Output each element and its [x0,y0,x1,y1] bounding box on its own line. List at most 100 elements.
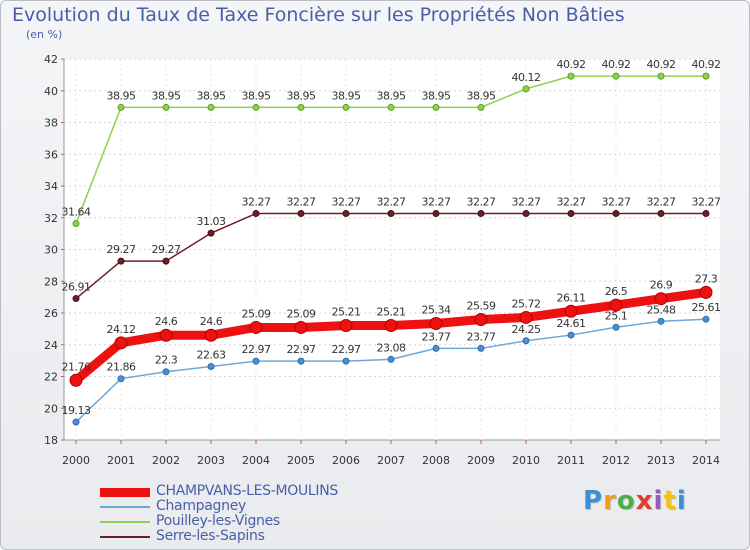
data-label-pouilley-les-vignes: 31.64 [62,205,91,218]
data-point-champvans-les-moulins [609,298,623,312]
data-label-champagney: 21.86 [107,361,136,374]
data-label-pouilley-les-vignes: 40.12 [512,71,541,84]
data-label-pouilley-les-vignes: 38.95 [197,89,226,102]
data-label-serre-les-sapins: 32.27 [647,195,676,208]
data-label-champvans-les-moulins: 27.3 [695,272,718,285]
data-point-champvans-les-moulins [384,319,398,333]
data-point-champvans-les-moulins [294,320,308,334]
data-label-serre-les-sapins: 32.27 [467,195,496,208]
data-point-champagney [342,357,350,365]
y-tick-label: 24 [44,339,58,352]
data-point-champvans-les-moulins [204,328,218,342]
data-label-pouilley-les-vignes: 38.95 [467,89,496,102]
data-point-champagney [657,317,665,325]
x-tick-label: 2006 [332,454,360,467]
data-label-champagney: 23.77 [467,330,496,343]
data-label-champagney: 25.48 [647,303,676,316]
data-label-champagney: 23.77 [422,330,451,343]
data-point-champvans-les-moulins [69,373,83,387]
data-label-champvans-les-moulins: 25.09 [287,307,316,320]
data-point-champvans-les-moulins [519,310,533,324]
data-point-champagney [522,337,530,345]
data-label-champvans-les-moulins: 26.9 [650,279,673,292]
data-label-champvans-les-moulins: 25.21 [332,306,361,319]
data-point-champvans-les-moulins [564,304,578,318]
legend-label: CHAMPVANS-LES-MOULINS [156,483,338,499]
data-point-pouilley-les-vignes [477,103,485,111]
data-point-serre-les-sapins [207,229,215,237]
data-label-pouilley-les-vignes: 40.92 [692,58,721,71]
data-point-serre-les-sapins [612,209,620,217]
legend-swatch [100,521,150,523]
data-label-pouilley-les-vignes: 40.92 [647,58,676,71]
data-label-serre-les-sapins: 32.27 [557,195,586,208]
y-tick-label: 22 [44,371,58,384]
data-point-serre-les-sapins [117,257,125,265]
data-point-champagney [477,344,485,352]
y-tick-label: 30 [44,244,58,257]
data-label-champvans-les-moulins: 24.6 [155,315,178,328]
data-label-champagney: 22.97 [332,343,361,356]
legend-label: Champagney [156,498,246,514]
data-point-champvans-les-moulins [429,316,443,330]
data-point-champvans-les-moulins [654,292,668,306]
legend-swatch [100,488,150,497]
data-label-pouilley-les-vignes: 38.95 [242,89,271,102]
data-label-champvans-les-moulins: 25.34 [422,303,451,316]
x-tick-label: 2009 [467,454,495,467]
data-label-champvans-les-moulins: 25.59 [467,300,496,313]
data-label-serre-les-sapins: 32.27 [377,195,406,208]
data-label-serre-les-sapins: 32.27 [287,195,316,208]
x-tick-label: 2010 [512,454,540,467]
data-label-serre-les-sapins: 32.27 [602,195,631,208]
data-label-champagney: 19.13 [62,404,91,417]
data-point-champvans-les-moulins [339,319,353,333]
data-label-champvans-les-moulins: 21.76 [62,360,91,373]
data-label-champagney: 22.63 [197,348,226,361]
data-point-serre-les-sapins [162,257,170,265]
data-point-champvans-les-moulins [699,285,713,299]
data-point-champagney [117,375,125,383]
x-tick-label: 2003 [197,454,225,467]
data-point-pouilley-les-vignes [387,103,395,111]
data-label-pouilley-les-vignes: 40.92 [602,58,631,71]
data-point-serre-les-sapins [477,209,485,217]
x-tick-label: 2014 [692,454,720,467]
proxiti-logo: Proxiti [583,486,687,516]
x-tick-label: 2002 [152,454,180,467]
data-label-serre-les-sapins: 29.27 [107,243,136,256]
data-label-pouilley-les-vignes: 38.95 [152,89,181,102]
y-tick-label: 38 [44,117,58,130]
x-tick-label: 2007 [377,454,405,467]
data-label-serre-les-sapins: 32.27 [332,195,361,208]
data-point-champvans-les-moulins [249,320,263,334]
data-label-champagney: 25.1 [605,309,628,322]
data-label-champagney: 23.08 [377,341,406,354]
data-point-serre-les-sapins [297,209,305,217]
y-tick-label: 34 [44,180,58,193]
y-tick-label: 26 [44,307,58,320]
data-label-champagney: 24.61 [557,317,586,330]
data-point-champvans-les-moulins [114,336,128,350]
data-point-pouilley-les-vignes [432,103,440,111]
legend-swatch [100,506,150,508]
x-tick-label: 2001 [107,454,135,467]
data-label-champagney: 22.97 [242,343,271,356]
y-tick-label: 32 [44,212,58,225]
data-label-pouilley-les-vignes: 38.95 [422,89,451,102]
data-point-pouilley-les-vignes [567,72,575,80]
data-label-serre-les-sapins: 31.03 [197,215,226,228]
data-point-champagney [612,323,620,331]
data-label-champvans-les-moulins: 25.21 [377,306,406,319]
data-point-serre-les-sapins [432,209,440,217]
data-point-pouilley-les-vignes [522,85,530,93]
y-tick-label: 18 [44,434,58,447]
data-point-champvans-les-moulins [159,328,173,342]
data-label-champvans-les-moulins: 24.6 [200,315,223,328]
data-point-serre-les-sapins [72,295,80,303]
data-point-serre-les-sapins [657,209,665,217]
data-label-champvans-les-moulins: 25.09 [242,307,271,320]
data-label-serre-les-sapins: 32.27 [242,195,271,208]
x-tick-label: 2012 [602,454,630,467]
data-point-pouilley-les-vignes [657,72,665,80]
